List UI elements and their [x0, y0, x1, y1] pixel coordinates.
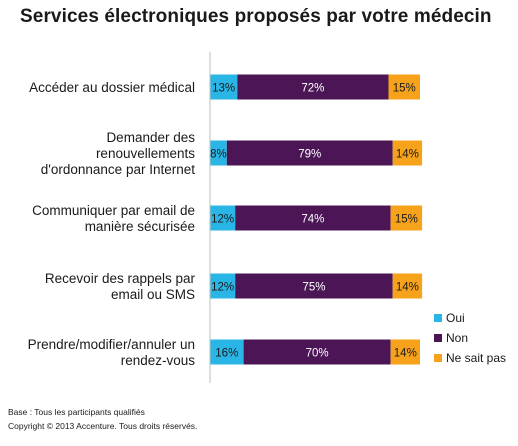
data-label: 14% — [396, 282, 419, 294]
bars-group: 13% 72% 15% 8% 79% 14% 12% 74% 15% 12% 75% 14% 16% 70… — [210, 74, 423, 365]
bar-segment-non — [226, 140, 393, 166]
category-label-line: Accéder au dossier médical — [29, 80, 195, 95]
legend-label: Non — [446, 331, 468, 345]
legend-label: Ne sait pas — [446, 351, 506, 365]
bar-segment-oui — [210, 205, 236, 231]
data-label: 79% — [298, 149, 321, 161]
data-label: 15% — [395, 214, 418, 226]
category-label-line: Communiquer par email de — [32, 203, 195, 218]
data-label: 70% — [306, 348, 329, 360]
bar-segment-ne-sait-pas — [388, 74, 420, 100]
bar-segment-oui — [210, 140, 227, 166]
category-label-line: Recevoir des rappels par — [45, 271, 196, 286]
bar-segment-ne-sait-pas — [392, 273, 423, 299]
category-label-line: Prendre/modifier/annuler un — [28, 337, 195, 352]
bar-segment-non — [235, 205, 391, 231]
bar-segment-oui — [210, 74, 238, 100]
data-label: 75% — [302, 282, 325, 294]
bar-segment-ne-sait-pas — [390, 339, 420, 365]
category-label-line: Demander des — [106, 130, 195, 145]
data-label: 8% — [210, 149, 227, 161]
category-label: Recevoir des rappels par email ou SMS — [45, 271, 196, 302]
data-label: 12% — [211, 282, 234, 294]
data-label: 72% — [301, 83, 324, 95]
data-label: 14% — [396, 149, 419, 161]
data-label: 14% — [394, 348, 417, 360]
footnote-base: Base : Tous les participants qualifiés — [8, 407, 145, 417]
category-label: Communiquer par email de manière sécurisé… — [32, 203, 195, 234]
bar-segment-non — [235, 273, 393, 299]
category-label: Accéder au dossier médical — [29, 80, 195, 95]
legend-swatch — [434, 354, 442, 362]
data-label: 13% — [212, 83, 235, 95]
legend-swatch — [434, 334, 442, 342]
bar-segment-non — [237, 74, 389, 100]
data-label: 74% — [301, 214, 324, 226]
category-label-line: d'ordonnance par Internet — [41, 162, 195, 177]
bar-segment-ne-sait-pas — [392, 140, 423, 166]
bar-segment-non — [243, 339, 391, 365]
category-label: Prendre/modifier/annuler un rendez-vous — [28, 337, 196, 368]
legend-label: Oui — [446, 311, 465, 325]
category-label: Demander des renouvellements d'ordonnance … — [41, 130, 195, 177]
chart-title: Services électroniques proposés par votr… — [20, 6, 492, 27]
category-label-line: renouvellements — [96, 146, 195, 161]
data-label: 16% — [215, 348, 238, 360]
data-label: 15% — [393, 83, 416, 95]
category-label-line: email ou SMS — [111, 287, 195, 302]
bar-segment-oui — [210, 273, 236, 299]
footnote-copyright: Copyright © 2013 Accenture. Tous droits … — [8, 421, 198, 431]
data-label: 12% — [211, 214, 234, 226]
category-label-line: manière sécurisée — [85, 219, 195, 234]
legend-swatch — [434, 314, 442, 322]
bar-segment-oui — [210, 339, 244, 365]
category-label-line: rendez-vous — [121, 353, 196, 368]
bar-segment-ne-sait-pas — [390, 205, 423, 231]
legend: Oui Non Ne sait pas — [434, 311, 506, 365]
